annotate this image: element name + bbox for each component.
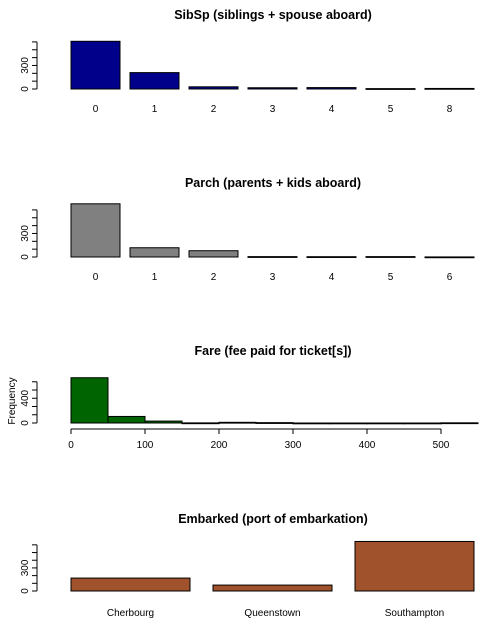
embarked-x-label-queenstown: Queenstown xyxy=(244,608,300,619)
fare-y-tick-label-0: 0 xyxy=(20,420,31,426)
parch-bar-6 xyxy=(424,256,475,259)
fare-bin-450-500 xyxy=(403,422,442,425)
sibsp-bar-8 xyxy=(424,87,475,90)
parch-x-label-5: 5 xyxy=(388,272,394,283)
sibsp-bars xyxy=(70,40,475,90)
fare-histogram-bars xyxy=(70,377,479,425)
sibsp-x-label-0: 0 xyxy=(93,104,99,115)
fare-x-tick-label-400: 400 xyxy=(359,440,376,451)
fare-x-tick-label-0: 0 xyxy=(68,440,74,451)
sibsp-bar-5 xyxy=(365,88,416,90)
embarked-x-label-southampton: Southampton xyxy=(385,608,445,619)
fare-x-tick-label-100: 100 xyxy=(137,440,154,451)
sibsp-x-label-3: 3 xyxy=(270,104,276,115)
fare-x-tick-label-500: 500 xyxy=(433,440,450,451)
parch-x-label-4: 4 xyxy=(329,272,335,283)
fare-bin-0-50 xyxy=(70,377,109,424)
sibsp-x-label-1: 1 xyxy=(152,104,158,115)
embarked-x-tick-labels: Cherbourg Queenstown Southampton xyxy=(107,608,444,619)
fare-bin-150-200 xyxy=(181,422,220,425)
fare-bin-250-300 xyxy=(255,422,294,424)
fare-x-tick-label-300: 300 xyxy=(285,440,302,451)
fare-bin-500-550 xyxy=(440,422,479,425)
fare-x-axis: 0 100 200 300 400 500 xyxy=(68,428,450,451)
parch-bar-4 xyxy=(306,256,357,258)
sibsp-bar-3 xyxy=(247,87,298,90)
fare-bin-400-450 xyxy=(366,422,405,425)
embarked-y-tick-label-1: 300 xyxy=(20,559,31,576)
parch-panel: Parch (parents + kids aboard) 0 300 0 1 2 3 4… xyxy=(20,176,475,283)
watermark: 掘金技术社区 @ 布客飞龙 xyxy=(280,593,443,610)
sibsp-y-axis: 0 300 xyxy=(20,41,38,92)
parch-bar-3 xyxy=(247,256,298,258)
fare-title: Fare (fee paid for ticket[s]) xyxy=(195,344,352,358)
fare-bin-50-100 xyxy=(107,415,146,424)
parch-title: Parch (parents + kids aboard) xyxy=(185,176,361,190)
fare-bin-100-150 xyxy=(144,420,183,424)
embarked-title: Embarked (port of embarkation) xyxy=(178,512,368,526)
sibsp-x-label-5: 5 xyxy=(388,104,394,115)
sibsp-bar-1 xyxy=(129,72,180,90)
fare-x-tick-label-200: 200 xyxy=(211,440,228,451)
fare-bin-300-350 xyxy=(292,422,331,425)
parch-y-tick-label-1: 300 xyxy=(20,225,31,242)
parch-x-tick-labels: 0 1 2 3 4 5 6 xyxy=(93,272,453,283)
embarked-bars xyxy=(70,540,475,592)
parch-x-label-0: 0 xyxy=(93,272,99,283)
sibsp-panel: SibSp (siblings + spouse aboard) 0 300 0 1… xyxy=(20,8,475,115)
parch-bar-0 xyxy=(70,203,121,258)
sibsp-x-label-4: 4 xyxy=(329,104,335,115)
parch-x-label-3: 3 xyxy=(270,272,276,283)
sibsp-bar-4 xyxy=(306,87,357,90)
parch-bar-5 xyxy=(365,256,416,258)
sibsp-title: SibSp (siblings + spouse aboard) xyxy=(174,8,372,22)
fare-y-axis: 0 400 xyxy=(20,381,38,426)
parch-bar-2 xyxy=(188,250,239,258)
sibsp-bar-2 xyxy=(188,86,239,90)
parch-x-label-1: 1 xyxy=(152,272,158,283)
embarked-panel: Embarked (port of embarkation) 0 300 Cher… xyxy=(20,512,475,619)
parch-x-label-6: 6 xyxy=(447,272,453,283)
parch-bar-1 xyxy=(129,247,180,258)
sibsp-x-tick-labels: 0 1 2 3 4 5 8 xyxy=(93,104,453,115)
parch-x-label-2: 2 xyxy=(211,272,217,283)
fare-y-axis-label: Frequency xyxy=(7,377,18,424)
embarked-bar-southampton xyxy=(354,540,475,592)
sibsp-x-label-8: 8 xyxy=(447,104,453,115)
parch-bars xyxy=(70,203,475,259)
parch-y-tick-label-0: 0 xyxy=(20,254,31,260)
embarked-bar-queenstown xyxy=(212,584,333,592)
fare-y-tick-label-1: 400 xyxy=(20,389,31,406)
embarked-y-tick-label-0: 0 xyxy=(20,588,31,594)
sibsp-x-label-2: 2 xyxy=(211,104,217,115)
sibsp-y-tick-label-1: 300 xyxy=(20,57,31,74)
embarked-x-label-cherbourg: Cherbourg xyxy=(107,608,154,619)
embarked-y-axis: 0 300 xyxy=(20,544,38,594)
fare-bin-350-400 xyxy=(329,422,368,425)
sibsp-y-tick-label-0: 0 xyxy=(20,86,31,92)
fare-bin-200-250 xyxy=(218,421,257,424)
sibsp-bar-0 xyxy=(70,40,121,90)
fare-panel: Fare (fee paid for ticket[s]) Frequency … xyxy=(7,344,479,451)
parch-y-axis: 0 300 xyxy=(20,209,38,260)
embarked-bar-cherbourg xyxy=(70,577,191,592)
